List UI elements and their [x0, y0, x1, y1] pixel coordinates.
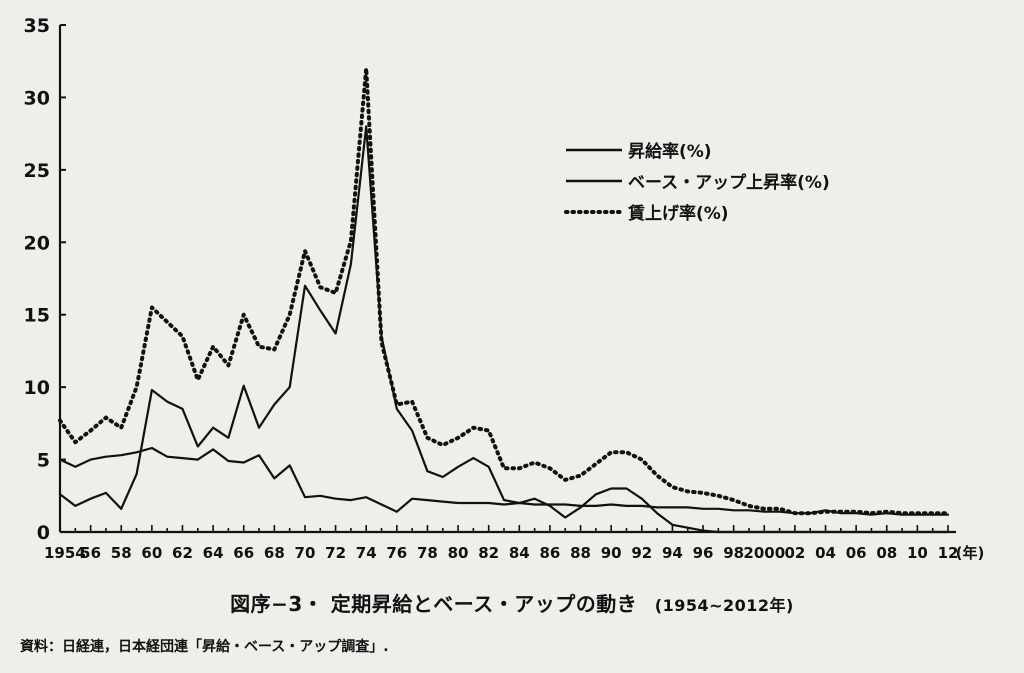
- chart-title: 図序−3・ 定期昇給とベース・アップの動き: [230, 592, 638, 616]
- x-tick-label: 98: [723, 544, 744, 562]
- y-tick-label: 5: [37, 450, 50, 472]
- series-line-3: [58, 66, 950, 516]
- x-tick-label: 60: [141, 544, 162, 562]
- y-tick-label: 15: [24, 305, 50, 327]
- x-tick-label: 70: [295, 544, 316, 562]
- x-tick-label: 88: [570, 544, 591, 562]
- x-tick-label: 80: [448, 544, 469, 562]
- x-tick-label: 66: [233, 544, 254, 562]
- legend-label: ベース・アップ上昇率(%): [628, 172, 830, 193]
- legend-label: 賃上げ率(%): [627, 203, 729, 224]
- x-tick-label: 78: [417, 544, 438, 562]
- figure-caption: 図序−3・ 定期昇給とベース・アップの動き (1954~2012年): [0, 588, 1024, 617]
- x-tick-label: 82: [478, 544, 499, 562]
- x-tick-label: 08: [876, 544, 897, 562]
- x-tick-label: 56: [80, 544, 101, 562]
- x-tick-label: 94: [662, 544, 683, 562]
- source-note: 資料：日経連，日本経団連「昇給・ベース・アップ調査」.: [20, 639, 389, 655]
- x-tick-label: 10: [907, 544, 928, 562]
- y-tick-label: 0: [37, 522, 50, 544]
- x-tick-label: 72: [325, 544, 346, 562]
- x-tick-label: 86: [539, 544, 560, 562]
- chart-series: [58, 66, 950, 534]
- series-line-2: [58, 446, 950, 516]
- x-tick-label: (年): [956, 544, 985, 562]
- y-tick-label: 10: [24, 377, 50, 399]
- x-tick-label: 62: [172, 544, 193, 562]
- x-tick-label: 02: [784, 544, 805, 562]
- x-tick-label: 58: [111, 544, 132, 562]
- x-tick-label: 2000: [743, 544, 785, 562]
- legend-label: 昇給率(%): [628, 141, 712, 162]
- y-tick-label: 35: [24, 15, 50, 37]
- x-tick-label: 84: [509, 544, 530, 562]
- x-tick-label: 96: [693, 544, 714, 562]
- chart-legend: 昇給率(%) ベース・アップ上昇率(%) 賃上げ率(%): [564, 141, 830, 224]
- y-tick-label: 30: [24, 87, 50, 109]
- x-tick-label: 06: [846, 544, 867, 562]
- x-tick-label: 90: [601, 544, 622, 562]
- x-tick-label: 76: [386, 544, 407, 562]
- x-tick-label: 92: [631, 544, 652, 562]
- x-tick-label: 1954: [44, 544, 86, 562]
- y-tick-label: 20: [24, 232, 50, 254]
- chart-axes: [58, 25, 956, 534]
- x-tick-label: 04: [815, 544, 836, 562]
- x-tick-label: 12: [938, 544, 959, 562]
- x-tick-label: 74: [356, 544, 377, 562]
- chart-subtitle: (1954~2012年): [654, 596, 794, 615]
- series-line-1: [58, 125, 950, 534]
- y-tick-label: 25: [24, 160, 50, 182]
- x-tick-label: 68: [264, 544, 285, 562]
- x-tick-label: 64: [203, 544, 224, 562]
